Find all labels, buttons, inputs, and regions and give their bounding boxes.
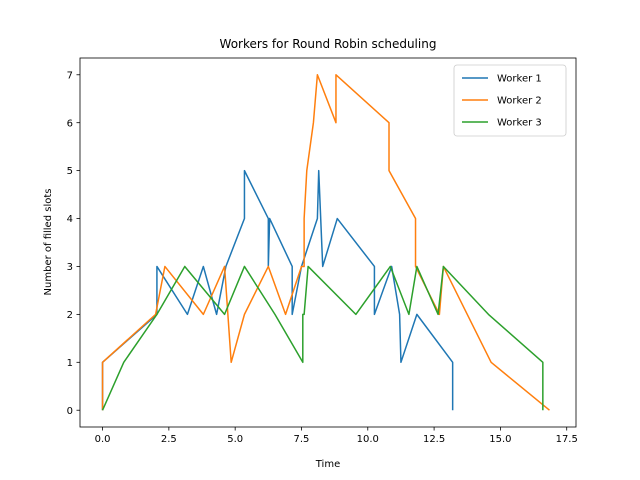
plot-frame (79, 57, 577, 428)
y-axis-label: Number of filled slots (43, 189, 54, 296)
x-tick-label: 7.5 (294, 434, 310, 445)
y-tick-label: 1 (67, 358, 73, 369)
series-line-worker-2 (101, 74, 550, 411)
y-tick-label: 2 (67, 310, 73, 321)
y-tick-label: 4 (67, 214, 73, 225)
y-tick-label: 0 (67, 406, 73, 417)
y-tick-label: 5 (67, 166, 73, 177)
series-line-worker-1 (101, 169, 454, 411)
x-tick-label: 15.0 (489, 434, 511, 445)
legend-label: Worker 2 (497, 96, 542, 107)
legend-label: Worker 3 (497, 118, 542, 129)
y-tick-label: 6 (67, 118, 73, 129)
y-axis-ticks: 0 1 2 3 4 5 6 7 (67, 70, 80, 417)
x-axis-ticks: 0.0 2.5 5.0 7.5 10.0 12.5 15.0 17.5 (95, 427, 578, 445)
x-tick-label: 5.0 (227, 434, 243, 445)
x-tick-label: 10.0 (357, 434, 379, 445)
legend: Worker 1 Worker 2 Worker 3 (453, 64, 567, 137)
x-axis-label: Time (315, 459, 340, 470)
x-tick-label: 2.5 (161, 434, 177, 445)
series-line-worker-3 (101, 265, 544, 411)
chart-title: Workers for Round Robin scheduling (220, 37, 437, 51)
plot-lines (101, 74, 550, 411)
legend-box (453, 64, 567, 137)
y-tick-label: 7 (67, 70, 73, 81)
legend-label: Worker 1 (497, 74, 542, 85)
x-tick-label: 12.5 (423, 434, 445, 445)
y-tick-label: 3 (67, 262, 73, 273)
x-tick-label: 0.0 (95, 434, 111, 445)
x-tick-label: 17.5 (556, 434, 578, 445)
